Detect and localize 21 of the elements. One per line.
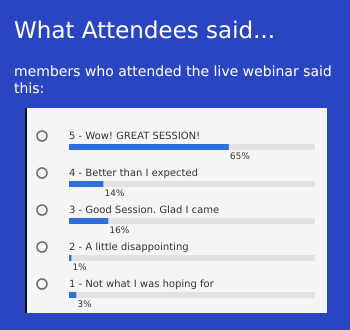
chart-subtitle: members who attended the live webinar said this: <box>14 64 333 98</box>
bar <box>76 292 315 298</box>
y-tick-label: 3 - Good Session. Glad I came <box>69 205 220 216</box>
y-tick-label: 5 - Wow! GREAT SESSION! <box>69 131 200 142</box>
bar <box>69 218 108 224</box>
y-tick-label: 4 - Better than I expected <box>69 168 198 179</box>
bar <box>108 218 315 224</box>
y-tick-label: 1 - Not what I was hoping for <box>69 279 215 290</box>
bar <box>69 181 104 187</box>
bar <box>69 292 76 298</box>
data-label: 16% <box>109 226 130 236</box>
y-tick-label: 2 - A little disappointing <box>69 242 189 253</box>
bar <box>228 144 315 150</box>
bar <box>69 144 229 150</box>
data-label: 65% <box>230 152 250 162</box>
chart-title: What Attendees said... <box>14 18 276 44</box>
data-label: 14% <box>104 189 125 199</box>
data-label: 1% <box>72 263 88 273</box>
data-label: 3% <box>77 300 92 310</box>
bar <box>71 255 315 261</box>
bar <box>103 181 315 187</box>
